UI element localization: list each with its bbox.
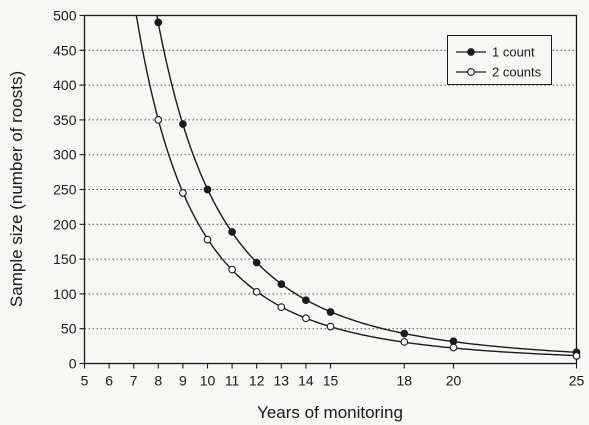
legend-label-2-counts: 2 counts	[492, 65, 542, 80]
data-point-series-1	[179, 120, 187, 128]
data-point-series-1	[277, 280, 286, 289]
y-tick-label: 500	[53, 8, 77, 24]
y-tick-label: 100	[53, 286, 77, 302]
legend-label-1-count: 1 count	[492, 45, 535, 60]
x-tick-label: 9	[179, 373, 187, 389]
x-tick-label: 8	[154, 373, 162, 389]
y-tick-label: 300	[53, 147, 77, 163]
data-point-series-2	[228, 265, 236, 274]
x-tick-label: 25	[569, 373, 585, 389]
data-point-series-2	[572, 351, 581, 360]
x-tick-label: 13	[274, 373, 290, 389]
series-layer	[135, 15, 581, 360]
data-point-series-1	[154, 18, 163, 27]
grid-lines	[84, 49, 577, 330]
x-tick-label: 11	[225, 373, 240, 389]
legend-box	[447, 35, 552, 85]
x-tick-label: 10	[200, 373, 216, 389]
y-tick-label: 400	[53, 77, 77, 93]
data-point-series-2	[203, 235, 212, 244]
x-tick-label: 18	[397, 373, 413, 389]
x-tick-label: 6	[105, 373, 113, 389]
x-tick-label: 15	[323, 373, 339, 389]
legend-marker-1-count	[467, 48, 475, 56]
data-point-series-2	[400, 338, 409, 346]
data-point-series-1	[203, 185, 212, 194]
data-point-series-2	[154, 116, 163, 124]
x-tick-label: 5	[81, 373, 89, 389]
legend-marker-2-counts	[467, 68, 475, 76]
data-point-series-2	[326, 322, 335, 331]
y-axis-title: Sample size (number of roosts)	[7, 71, 26, 307]
y-tick-label: 150	[53, 251, 77, 267]
y-tick-label: 450	[53, 42, 77, 58]
axis-ticks: 0 50 100 150 200 250 300 350 400 450 500 5 6 7 8 9 10 11 1…	[53, 8, 584, 389]
data-point-series-2	[277, 303, 286, 311]
x-tick-label: 7	[130, 373, 138, 389]
data-point-series-1	[326, 308, 335, 316]
x-tick-label: 20	[446, 373, 462, 389]
y-tick-label: 250	[53, 182, 77, 198]
legend: 1 count 2 counts	[447, 35, 552, 85]
y-tick-label: 50	[61, 321, 77, 337]
data-point-series-2	[179, 189, 187, 197]
data-point-series-1	[400, 329, 409, 338]
data-point-series-2	[449, 343, 458, 352]
y-tick-label: 0	[69, 356, 77, 372]
data-point-series-1	[252, 258, 261, 267]
data-point-series-1	[302, 296, 310, 305]
data-point-series-1	[228, 228, 236, 236]
x-tick-label: 14	[298, 373, 314, 389]
data-point-series-2	[302, 314, 310, 323]
x-tick-label: 12	[249, 373, 265, 389]
y-tick-label: 200	[53, 216, 77, 232]
y-tick-label: 350	[53, 112, 77, 128]
x-axis-title: Years of monitoring	[257, 403, 403, 422]
series-line-1	[156, 15, 577, 353]
data-point-series-1	[449, 337, 458, 346]
data-point-series-2	[252, 287, 261, 296]
